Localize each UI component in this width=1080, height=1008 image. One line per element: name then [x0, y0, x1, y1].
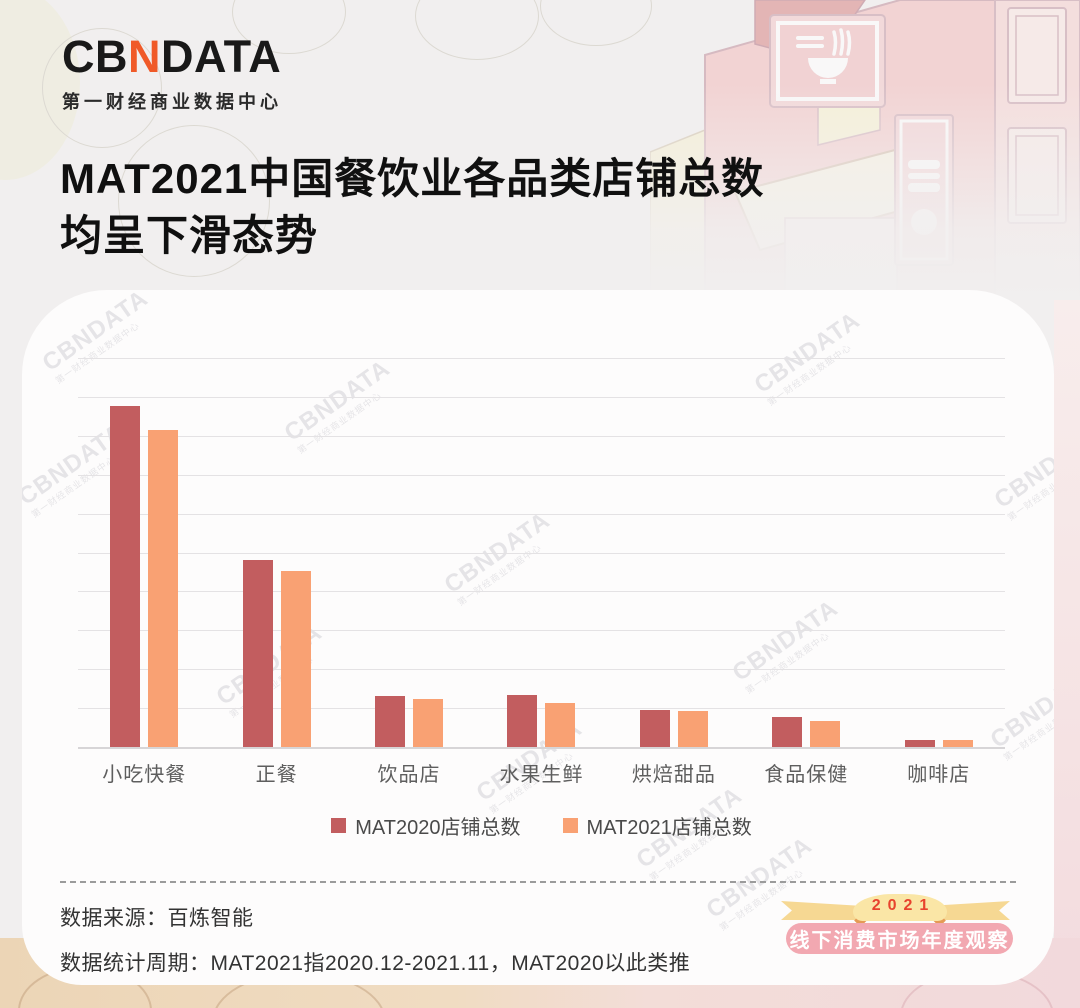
- year-badge: 线下消费市场年度观察 2021: [776, 894, 1016, 956]
- legend-swatch-mat2021: [562, 818, 578, 833]
- gridline: [78, 630, 1005, 632]
- legend-swatch-mat2020: [331, 818, 347, 833]
- bar-group-5: [608, 358, 740, 747]
- x-axis-label: 正餐: [255, 764, 298, 786]
- gridline: [78, 358, 1005, 359]
- x-axis-label: 烘焙甜品: [631, 764, 716, 786]
- logo-prefix: CB: [62, 31, 128, 82]
- bar-烘焙甜品-MAT2020店铺总数: [639, 710, 670, 747]
- cloud-outline-icon: [415, 0, 539, 60]
- gridline: [78, 591, 1005, 593]
- bar-group-6: [740, 358, 872, 747]
- bar-烘焙甜品-MAT2021店铺总数: [677, 711, 708, 747]
- bar-食品保健-MAT2021店铺总数: [810, 721, 841, 747]
- gridline: [78, 708, 1005, 710]
- x-axis-label: 小吃快餐: [102, 764, 187, 786]
- chart-legend: MAT2020店铺总数 MAT2021店铺总数: [78, 811, 1005, 840]
- bar-小吃快餐-MAT2020店铺总数: [110, 406, 141, 747]
- bar-group-3: [343, 358, 475, 747]
- bar-group-4: [475, 358, 607, 747]
- bar-咖啡店-MAT2020店铺总数: [904, 740, 935, 747]
- gridline: [78, 513, 1005, 515]
- bar-饮品店-MAT2021店铺总数: [413, 699, 444, 747]
- x-axis-label: 咖啡店: [907, 764, 971, 786]
- chart-groups: [78, 358, 1005, 747]
- logo-subtitle: 第一财经商业数据中心: [62, 92, 282, 112]
- title-line-2: 均呈下滑态势: [60, 212, 319, 259]
- gridline: [78, 396, 1005, 398]
- logo-suffix: DATA: [161, 31, 282, 82]
- cloud-outline-icon: [42, 28, 162, 148]
- logo-wordmark: CBNDATA: [62, 34, 282, 79]
- data-period-text: 数据统计周期：MAT2021指2020.12-2021.11，MAT2020以此…: [60, 952, 691, 975]
- badge-label: 线下消费市场年度观察: [789, 930, 1010, 952]
- ribbon-wing-left-icon: [781, 901, 859, 920]
- ribbon-banner-icon: 2021: [853, 894, 947, 921]
- bar-正餐-MAT2021店铺总数: [280, 571, 311, 747]
- badge-year: 2021: [871, 897, 936, 914]
- title-line-1: MAT2021中国餐饮业各品类店铺总数: [60, 155, 765, 202]
- x-axis-label: 饮品店: [377, 764, 441, 786]
- page-title: MAT2021中国餐饮业各品类店铺总数 均呈下滑态势: [60, 150, 764, 264]
- badge-pill: 线下消费市场年度观察: [786, 923, 1013, 954]
- chart-card: CBNDATA 第一财经商业数据中心 CBNDATA 第一财经商业数据中心 CBNDAT…: [22, 290, 1054, 985]
- legend-item-mat2020: MAT2020店铺总数: [331, 811, 521, 840]
- storefront-illustration: [649, 0, 1080, 301]
- logo-accent-letter: N: [128, 31, 161, 82]
- legend-label-mat2020: MAT2020店铺总数: [355, 817, 521, 839]
- x-axis-label: 食品保健: [764, 764, 849, 786]
- gridline: [78, 669, 1005, 671]
- cbndata-logo: CBNDATA 第一财经商业数据中心: [62, 34, 282, 114]
- bar-小吃快餐-MAT2021店铺总数: [148, 429, 179, 747]
- bar-group-2: [210, 358, 342, 747]
- ribbon-wing-right-icon: [932, 901, 1010, 920]
- dashed-divider: [60, 881, 1016, 883]
- bar-饮品店-MAT2020店铺总数: [375, 696, 406, 747]
- right-pink-strip: [1054, 258, 1080, 958]
- bar-水果生鲜-MAT2020店铺总数: [507, 694, 538, 747]
- bar-咖啡店-MAT2021店铺总数: [942, 740, 973, 747]
- legend-item-mat2021: MAT2021店铺总数: [562, 811, 752, 840]
- cloud-outline-icon: [540, 0, 652, 46]
- bar-水果生鲜-MAT2021店铺总数: [545, 703, 576, 747]
- x-axis-baseline: [78, 747, 1005, 749]
- data-source-text: 数据来源：百炼智能: [60, 907, 254, 930]
- bar-group-7: [873, 358, 1005, 747]
- x-axis-labels: 小吃快餐 正餐 饮品店 水果生鲜 烘焙甜品 食品保健 咖啡店: [78, 758, 1005, 787]
- legend-label-mat2021: MAT2021店铺总数: [586, 817, 752, 839]
- cloud-outline-icon: [118, 125, 270, 277]
- bar-正餐-MAT2020店铺总数: [242, 560, 273, 747]
- bar-chart-plot: [78, 358, 1005, 749]
- gridline: [78, 552, 1005, 554]
- gridline: [78, 474, 1005, 476]
- gridline: [78, 435, 1005, 437]
- bar-group-1: [78, 358, 210, 747]
- x-axis-label: 水果生鲜: [499, 764, 584, 786]
- illustration-fade: [650, 0, 1080, 300]
- bar-食品保健-MAT2020店铺总数: [772, 717, 803, 747]
